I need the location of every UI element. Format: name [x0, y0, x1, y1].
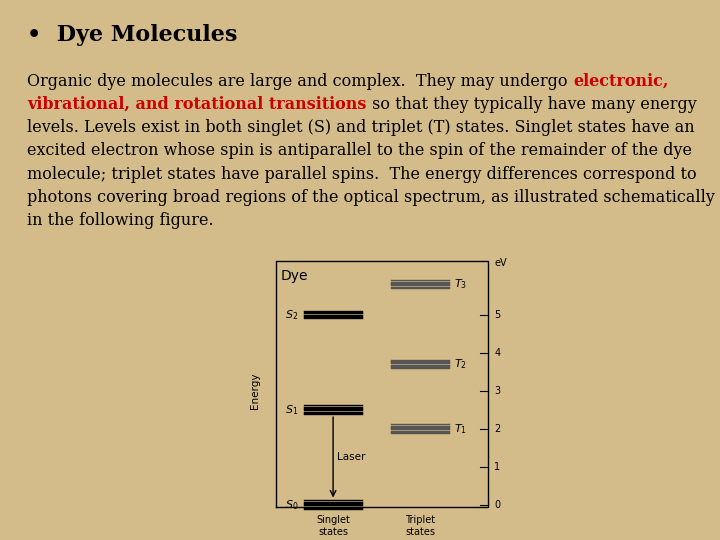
Text: 3: 3 [494, 386, 500, 396]
Text: $S_2$: $S_2$ [285, 308, 299, 321]
Text: photons covering broad regions of the optical spectrum, as illustrated schematic: photons covering broad regions of the op… [27, 188, 715, 206]
Text: eV: eV [494, 258, 507, 268]
Text: excited electron whose spin is antiparallel to the spin of the remainder of the : excited electron whose spin is antiparal… [27, 143, 693, 159]
Text: in the following figure.: in the following figure. [27, 212, 214, 229]
Text: •  Dye Molecules: • Dye Molecules [27, 24, 238, 46]
Text: $S_1$: $S_1$ [285, 403, 299, 417]
Text: Energy: Energy [250, 373, 260, 409]
Text: 1: 1 [494, 462, 500, 472]
Text: molecule; triplet states have parallel spins.  The energy differences correspond: molecule; triplet states have parallel s… [27, 166, 697, 183]
Text: Dye: Dye [281, 269, 308, 283]
Text: $T_3$: $T_3$ [454, 278, 467, 291]
Text: so that they typically have many energy: so that they typically have many energy [366, 96, 696, 113]
Text: 2: 2 [494, 424, 500, 434]
Text: $S_0$: $S_0$ [285, 498, 299, 512]
Text: vibrational, and rotational transitions: vibrational, and rotational transitions [27, 96, 366, 113]
Text: $T_2$: $T_2$ [454, 357, 467, 371]
Text: levels. Levels exist in both singlet (S) and triplet (T) states. Singlet states : levels. Levels exist in both singlet (S)… [27, 119, 695, 136]
Text: Singlet
states: Singlet states [316, 516, 350, 537]
Text: Triplet
states: Triplet states [405, 516, 435, 537]
Text: 4: 4 [494, 348, 500, 357]
Text: 0: 0 [494, 500, 500, 510]
Text: Organic dye molecules are large and complex.  They may undergo: Organic dye molecules are large and comp… [27, 73, 573, 90]
Text: $T_1$: $T_1$ [454, 422, 467, 436]
Text: 5: 5 [494, 309, 500, 320]
Text: Laser: Laser [337, 453, 365, 462]
Text: electronic,: electronic, [573, 73, 668, 90]
